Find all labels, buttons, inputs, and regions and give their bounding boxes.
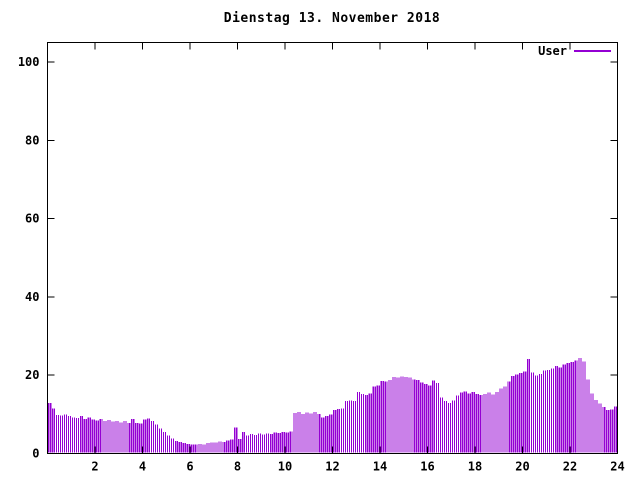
x-tick-label: 24 — [610, 460, 624, 474]
x-tick-label: 2 — [91, 460, 98, 474]
x-tick-label: 8 — [234, 460, 241, 474]
x-tick-label: 16 — [420, 460, 434, 474]
x-tick-label: 18 — [468, 460, 482, 474]
x-tick-label: 10 — [278, 460, 292, 474]
x-tick-label: 14 — [373, 460, 387, 474]
y-tick-label: 40 — [25, 290, 39, 304]
x-tick-label: 20 — [515, 460, 529, 474]
x-tick-label: 12 — [325, 460, 339, 474]
y-tick-label: 100 — [18, 55, 40, 69]
y-tick-label: 80 — [25, 133, 39, 147]
legend: User — [538, 44, 611, 58]
bars-layer — [48, 358, 618, 453]
y-tick-label: 60 — [25, 212, 39, 226]
x-tick-label: 22 — [563, 460, 577, 474]
y-tick-label: 20 — [25, 368, 39, 382]
chart-title: Dienstag 13. November 2018 — [224, 11, 441, 26]
legend-label: User — [538, 44, 567, 58]
x-tick-label: 6 — [186, 460, 193, 474]
x-tick-label: 4 — [139, 460, 146, 474]
y-tick-label: 0 — [32, 447, 39, 461]
